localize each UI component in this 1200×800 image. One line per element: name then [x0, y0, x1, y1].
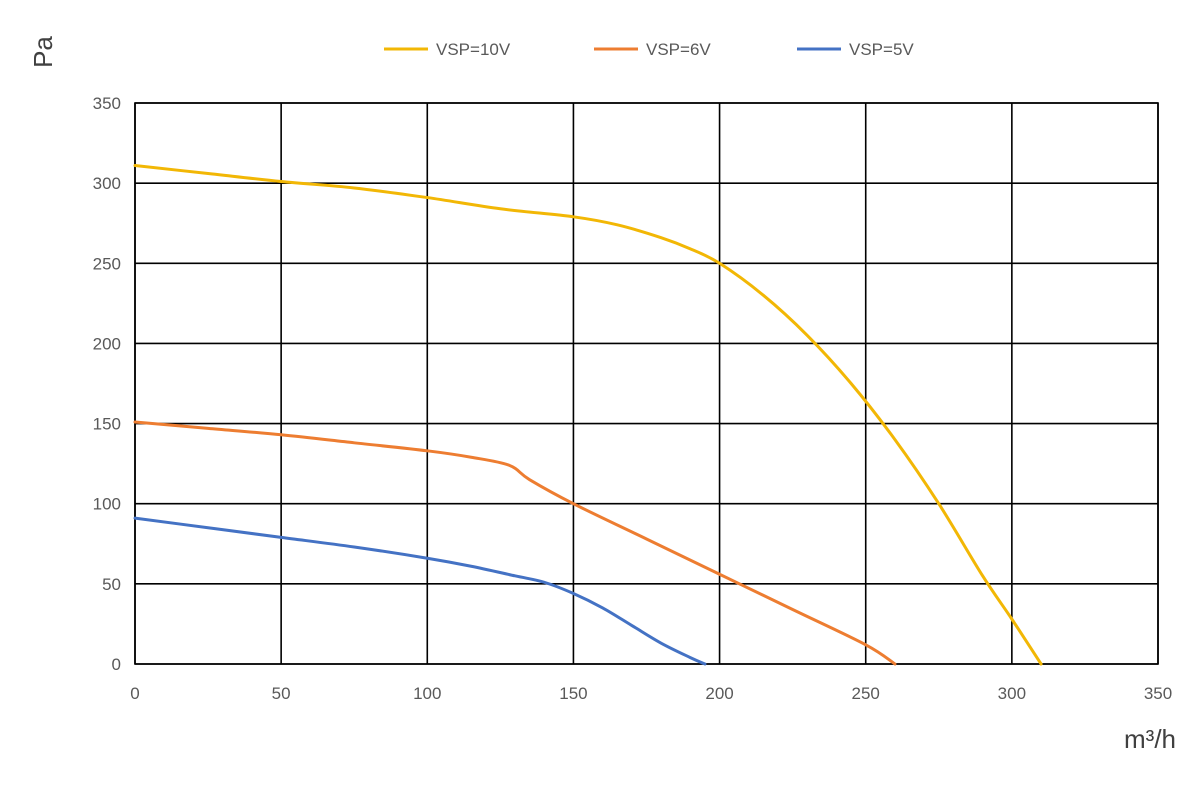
y-tick-label: 150 [93, 415, 121, 434]
x-tick-label: 250 [852, 684, 880, 703]
y-tick-label: 350 [93, 94, 121, 113]
series-line-1 [133, 420, 897, 666]
x-tick-label: 300 [998, 684, 1026, 703]
y-tick-label: 50 [102, 575, 121, 594]
legend-label-1: VSP=6V [646, 40, 711, 59]
y-axis-title: Pa [28, 36, 58, 68]
series-line-2 [133, 516, 707, 666]
x-axis-title: m³/h [1124, 724, 1176, 754]
y-tick-label: 250 [93, 254, 121, 273]
plot-area-border [134, 102, 1159, 665]
x-tick-label: 350 [1144, 684, 1172, 703]
legend-label-2: VSP=5V [849, 40, 914, 59]
x-tick-label: 150 [559, 684, 587, 703]
x-tick-label: 100 [413, 684, 441, 703]
y-tick-label: 300 [93, 174, 121, 193]
y-tick-label: 200 [93, 334, 121, 353]
x-tick-label: 200 [705, 684, 733, 703]
x-tick-label: 50 [272, 684, 291, 703]
y-tick-label: 100 [93, 495, 121, 514]
y-tick-label: 0 [112, 655, 121, 674]
x-tick-label: 0 [130, 684, 139, 703]
legend-label-0: VSP=10V [436, 40, 511, 59]
series-line-0 [133, 164, 1043, 666]
